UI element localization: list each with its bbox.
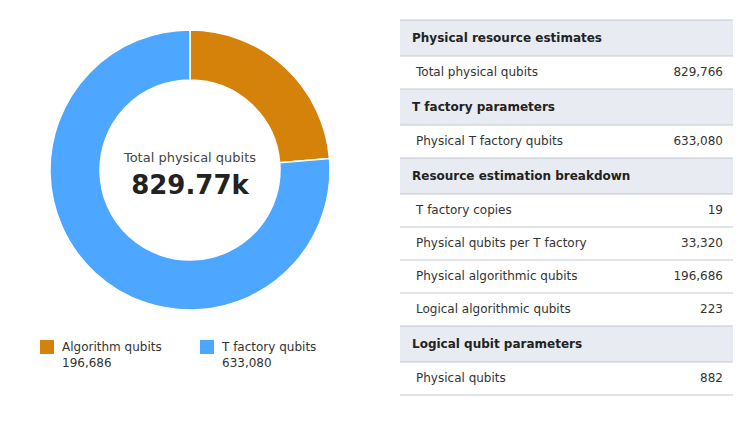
legend-label: Algorithm qubits196,686: [62, 340, 162, 370]
donut-slice: [190, 30, 330, 163]
table-row-bg: [400, 125, 733, 158]
legend-swatch: [200, 340, 214, 354]
table-divider: [400, 395, 733, 396]
table-header-bg: [400, 326, 733, 362]
table-divider: [400, 227, 733, 228]
table-header: Resource estimation breakdown: [412, 169, 630, 183]
table-divider: [400, 260, 733, 261]
table-divider: [400, 194, 733, 195]
table-row-bg: [400, 293, 733, 326]
table-value: 223: [700, 302, 723, 316]
donut-slice: [50, 30, 330, 310]
table-label: Total physical qubits: [415, 65, 538, 79]
table-row-bg: [400, 56, 733, 89]
table-value: 882: [700, 371, 723, 385]
table-value: 196,686: [673, 269, 723, 283]
table-label: T factory copies: [415, 203, 512, 217]
table-row-bg: [400, 194, 733, 227]
table-label: Physical algorithmic qubits: [416, 269, 577, 283]
table-divider: [400, 20, 733, 21]
table-header: T factory parameters: [412, 100, 555, 114]
legend-label: T factory qubits633,080: [221, 340, 316, 370]
table-header-bg: [400, 20, 733, 56]
table-label: Physical T factory qubits: [416, 134, 563, 148]
table-divider: [400, 326, 733, 327]
center-value: 829.77k: [131, 170, 249, 200]
table-row-bg: [400, 260, 733, 293]
table-header: Logical qubit parameters: [412, 337, 582, 351]
table-divider: [400, 293, 733, 294]
table-divider: [400, 362, 733, 363]
table-value: 633,080: [673, 134, 723, 148]
table-header-bg: [400, 89, 733, 125]
table-label: Physical qubits: [416, 371, 506, 385]
table-divider: [400, 158, 733, 159]
center-title: Total physical qubits: [123, 150, 256, 165]
table-label: Physical qubits per T factory: [416, 236, 587, 250]
table-label: Logical algorithmic qubits: [416, 302, 571, 316]
table-header-bg: [400, 158, 733, 194]
table-divider: [400, 125, 733, 126]
table-divider: [400, 89, 733, 90]
chart: Total physical qubits 829.77k Algorithm qu…: [0, 0, 743, 445]
table: Physical resource estimates Total physica…: [400, 20, 733, 395]
legend-swatch: [40, 340, 54, 354]
table-divider: [400, 56, 733, 57]
table-row-bg: [400, 227, 733, 260]
table-header: Physical resource estimates: [412, 31, 602, 45]
legend: Algorithm qubits196,686 T factory qubits6…: [40, 340, 316, 370]
table-value: 829,766: [673, 65, 723, 79]
table-row-bg: [400, 362, 733, 395]
table-value: 19: [708, 203, 723, 217]
table-value: 33,320: [681, 236, 723, 250]
donut: [50, 30, 330, 310]
